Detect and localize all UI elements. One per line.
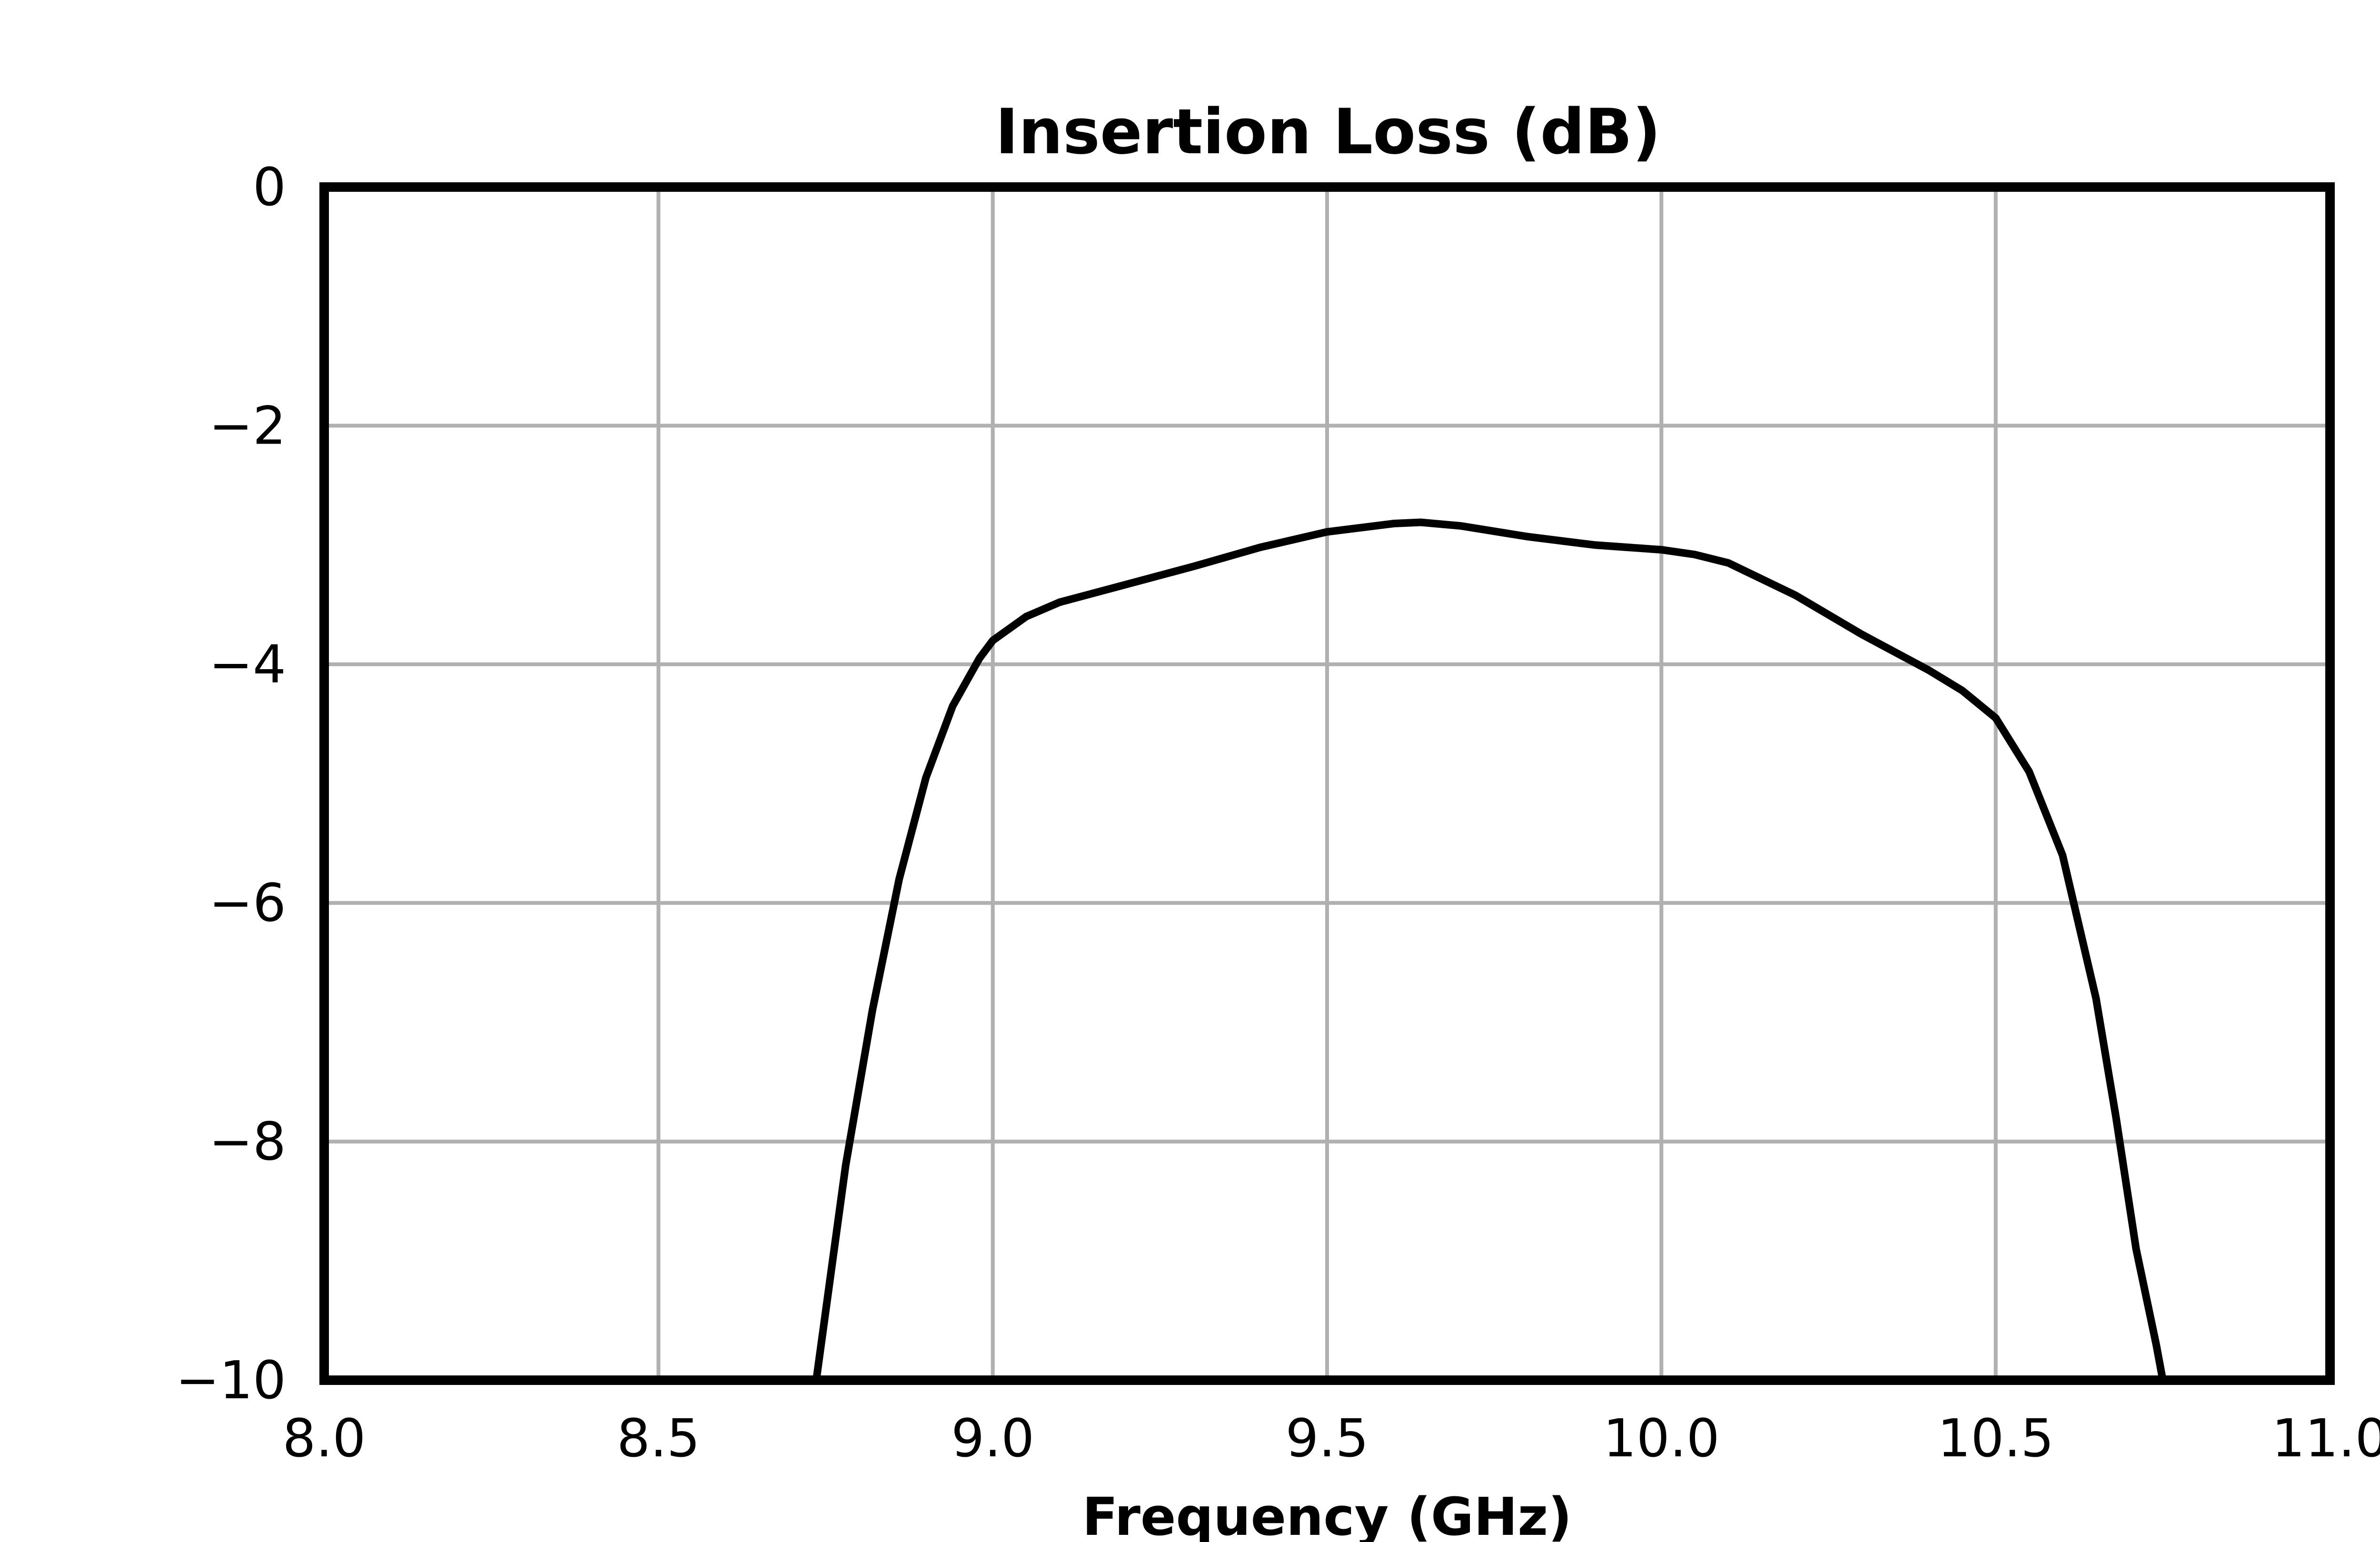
- series-layer: [812, 518, 2167, 1381]
- y-tick-labels: 0 −2 −4 −6 −8 −10: [176, 157, 286, 1411]
- x-tick-label: 9.5: [1286, 1408, 1369, 1469]
- y-tick-label: −8: [209, 1111, 286, 1172]
- x-tick-label: 10.0: [1603, 1408, 1720, 1469]
- x-tick-label: 8.0: [283, 1408, 366, 1469]
- chart-title: Insertion Loss (dB): [995, 95, 1661, 168]
- y-tick-label: −10: [176, 1350, 286, 1411]
- x-axis-label: Frequency (GHz): [1082, 1486, 1572, 1542]
- y-tick-label: −4: [209, 634, 286, 695]
- y-tick-label: −6: [209, 872, 286, 933]
- plot-frame: [319, 182, 2335, 1385]
- y-tick-label: −2: [209, 395, 286, 456]
- insertion-loss-series-line: [812, 518, 2167, 1381]
- x-tick-labels: 8.0 8.5 9.0 9.5 10.0 10.5 11.0: [283, 1408, 2380, 1469]
- grid-lines: [324, 187, 2330, 1380]
- y-tick-label: 0: [253, 157, 286, 217]
- x-tick-label: 9.0: [951, 1408, 1034, 1469]
- x-tick-label: 10.5: [1937, 1408, 2054, 1469]
- x-tick-label: 11.0: [2272, 1408, 2380, 1469]
- x-tick-label: 8.5: [617, 1408, 700, 1469]
